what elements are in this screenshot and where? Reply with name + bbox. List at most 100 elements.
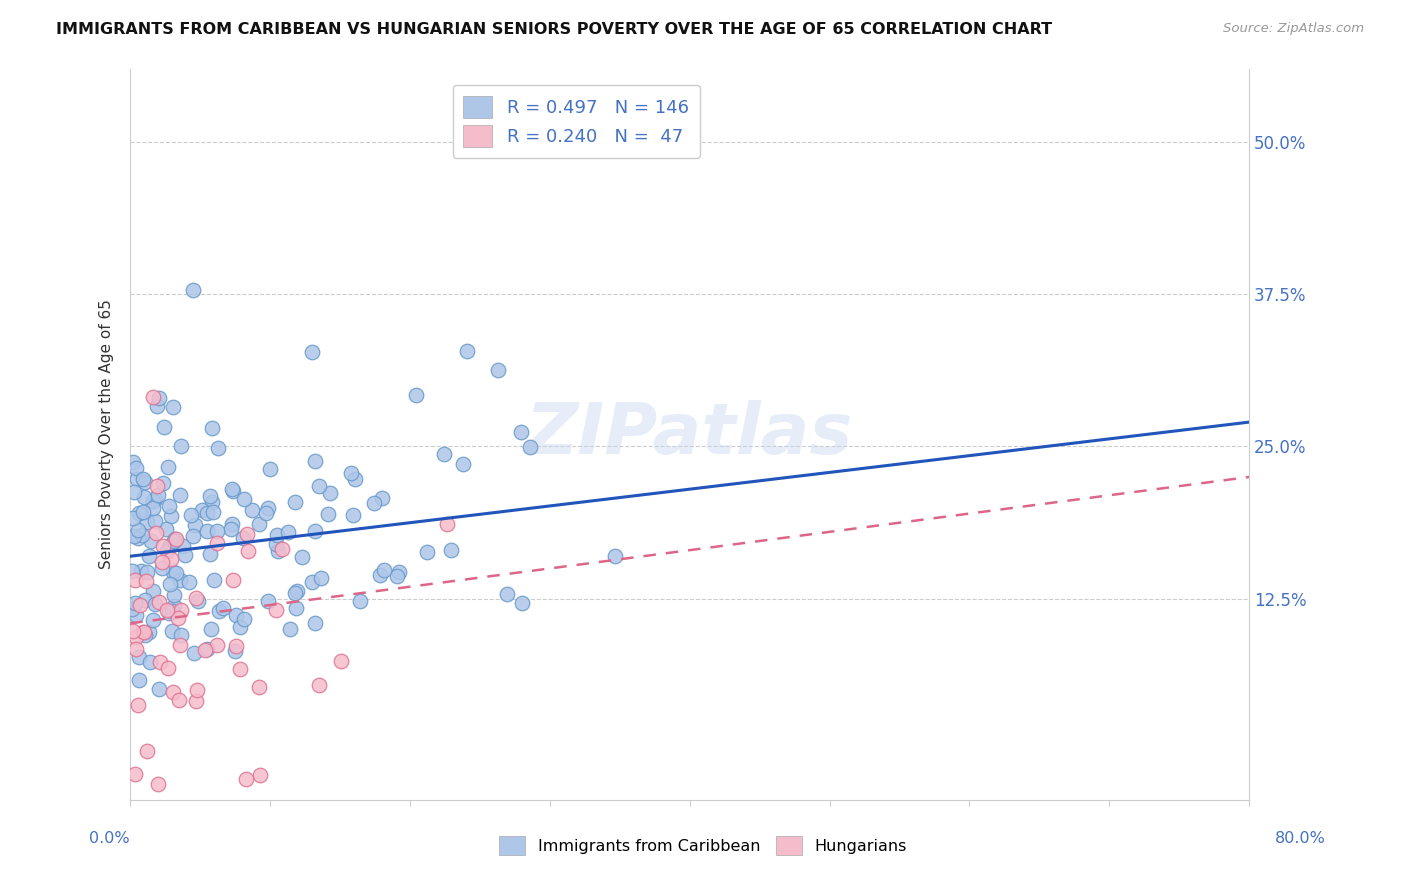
Point bbox=[240, 503, 263, 517]
Point bbox=[157, 540, 180, 554]
Point bbox=[221, 482, 243, 496]
Point bbox=[186, 683, 208, 698]
Point bbox=[146, 479, 169, 493]
Point bbox=[510, 596, 533, 610]
Point bbox=[157, 607, 180, 621]
Point bbox=[186, 591, 208, 606]
Text: ZIPatlas: ZIPatlas bbox=[526, 400, 853, 469]
Text: IMMIGRANTS FROM CARIBBEAN VS HUNGARIAN SENIORS POVERTY OVER THE AGE OF 65 CORREL: IMMIGRANTS FROM CARIBBEAN VS HUNGARIAN S… bbox=[56, 22, 1052, 37]
Point bbox=[388, 565, 411, 579]
Point bbox=[132, 471, 155, 485]
Point bbox=[153, 420, 176, 434]
Point bbox=[222, 483, 245, 498]
Point bbox=[142, 390, 165, 404]
Point bbox=[301, 575, 323, 590]
Point bbox=[405, 388, 427, 402]
Point bbox=[440, 542, 463, 557]
Point bbox=[236, 544, 259, 558]
Point bbox=[496, 587, 519, 601]
Point bbox=[284, 586, 307, 600]
Point bbox=[128, 598, 150, 612]
Point bbox=[416, 545, 439, 559]
Point bbox=[172, 539, 194, 553]
Point bbox=[368, 568, 391, 582]
Point bbox=[271, 542, 294, 557]
Point bbox=[157, 499, 180, 513]
Point bbox=[224, 644, 246, 658]
Point bbox=[349, 594, 371, 608]
Point bbox=[187, 593, 209, 607]
Point bbox=[166, 611, 188, 625]
Point bbox=[165, 566, 187, 581]
Point bbox=[205, 638, 228, 652]
Point bbox=[308, 678, 330, 692]
Point bbox=[125, 472, 148, 486]
Point bbox=[122, 510, 145, 524]
Point bbox=[207, 442, 229, 456]
Point bbox=[519, 440, 541, 454]
Point bbox=[211, 601, 233, 615]
Point bbox=[219, 522, 242, 536]
Point bbox=[605, 549, 627, 563]
Point bbox=[160, 624, 183, 639]
Point bbox=[124, 767, 146, 781]
Text: 80.0%: 80.0% bbox=[1275, 831, 1326, 846]
Point bbox=[433, 447, 456, 461]
Point bbox=[184, 518, 207, 533]
Point bbox=[128, 673, 150, 688]
Point bbox=[157, 661, 180, 675]
Point bbox=[136, 516, 159, 530]
Point bbox=[149, 655, 172, 669]
Point bbox=[170, 603, 193, 617]
Point bbox=[121, 564, 143, 578]
Point bbox=[129, 565, 152, 579]
Point bbox=[170, 439, 193, 453]
Point bbox=[232, 612, 254, 626]
Point bbox=[121, 455, 143, 469]
Point bbox=[284, 601, 307, 615]
Point bbox=[208, 604, 231, 618]
Point bbox=[280, 623, 302, 637]
Point bbox=[165, 532, 187, 546]
Point bbox=[163, 533, 186, 548]
Point bbox=[135, 574, 157, 589]
Point bbox=[162, 685, 184, 699]
Point bbox=[148, 595, 170, 609]
Point bbox=[160, 552, 183, 566]
Point bbox=[174, 548, 197, 562]
Point bbox=[257, 593, 280, 607]
Point bbox=[225, 639, 247, 653]
Point bbox=[143, 597, 166, 611]
Point bbox=[201, 421, 224, 435]
Point bbox=[259, 462, 281, 476]
Point bbox=[134, 593, 156, 607]
Point bbox=[128, 506, 150, 520]
Point bbox=[309, 571, 332, 585]
Point bbox=[152, 539, 174, 553]
Point bbox=[486, 363, 509, 377]
Point bbox=[316, 507, 339, 521]
Point bbox=[156, 459, 179, 474]
Text: 0.0%: 0.0% bbox=[90, 831, 129, 846]
Point bbox=[385, 569, 408, 583]
Y-axis label: Seniors Poverty Over the Age of 65: Seniors Poverty Over the Age of 65 bbox=[100, 300, 114, 569]
Point bbox=[181, 284, 204, 298]
Point bbox=[136, 565, 159, 579]
Point bbox=[183, 646, 205, 660]
Point bbox=[127, 531, 149, 545]
Point bbox=[122, 624, 145, 638]
Point bbox=[235, 772, 257, 786]
Point bbox=[451, 457, 474, 471]
Point bbox=[184, 693, 207, 707]
Point bbox=[266, 544, 288, 558]
Point bbox=[169, 488, 191, 502]
Point bbox=[165, 533, 187, 547]
Point bbox=[200, 547, 222, 561]
Point bbox=[180, 508, 202, 522]
Point bbox=[152, 476, 174, 491]
Point bbox=[304, 524, 326, 538]
Point bbox=[124, 461, 146, 475]
Point bbox=[266, 528, 288, 542]
Point bbox=[181, 529, 204, 543]
Point bbox=[148, 488, 170, 502]
